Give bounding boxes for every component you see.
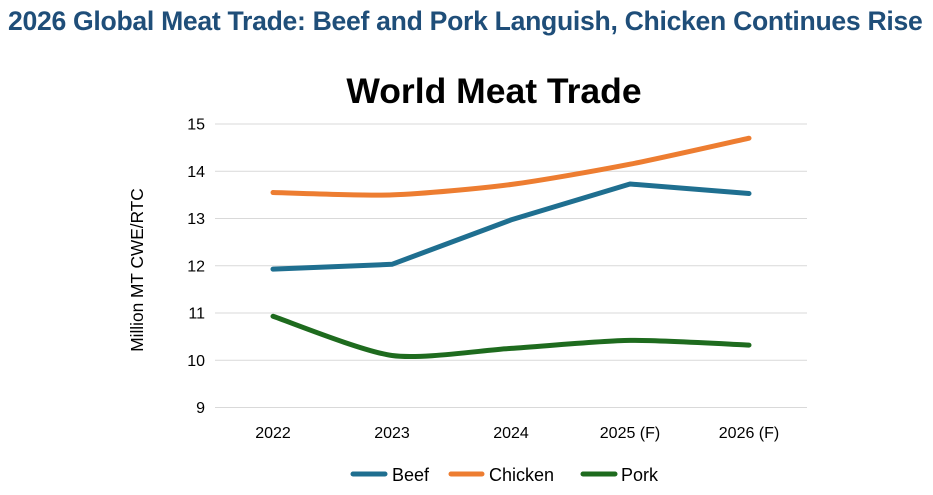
svg-text:Pork: Pork: [621, 465, 659, 485]
svg-text:2026 (F): 2026 (F): [719, 425, 779, 442]
svg-text:Chicken: Chicken: [489, 465, 554, 485]
svg-text:2022: 2022: [255, 425, 291, 442]
svg-text:15: 15: [187, 117, 205, 134]
svg-text:Million MT CWE/RTC: Million MT CWE/RTC: [127, 188, 147, 352]
svg-text:13: 13: [187, 211, 205, 228]
svg-text:World Meat Trade: World Meat Trade: [346, 71, 641, 111]
svg-text:10: 10: [187, 353, 205, 370]
svg-text:2024: 2024: [493, 425, 529, 442]
svg-text:2023: 2023: [374, 425, 410, 442]
svg-text:14: 14: [187, 164, 205, 181]
svg-text:11: 11: [188, 306, 205, 323]
svg-text:12: 12: [187, 258, 205, 275]
svg-text:2025 (F): 2025 (F): [600, 425, 660, 442]
svg-text:9: 9: [196, 400, 205, 417]
svg-text:Beef: Beef: [392, 465, 430, 485]
